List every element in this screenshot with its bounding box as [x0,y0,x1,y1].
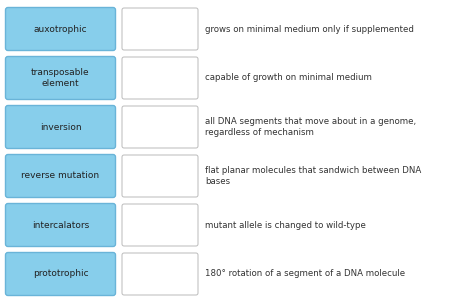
Text: reverse mutation: reverse mutation [21,172,100,181]
Text: transposable
element: transposable element [31,68,90,88]
Text: mutant allele is changed to wild-type: mutant allele is changed to wild-type [205,220,366,230]
FancyBboxPatch shape [6,252,116,296]
Text: flat planar molecules that sandwich between DNA
bases: flat planar molecules that sandwich betw… [205,165,421,186]
FancyBboxPatch shape [122,155,198,197]
FancyBboxPatch shape [6,7,116,50]
FancyBboxPatch shape [122,57,198,99]
Text: grows on minimal medium only if supplemented: grows on minimal medium only if suppleme… [205,25,414,33]
Text: prototrophic: prototrophic [33,270,88,278]
Text: capable of growth on minimal medium: capable of growth on minimal medium [205,73,372,83]
FancyBboxPatch shape [6,56,116,99]
Text: all DNA segments that move about in a genome,
regardless of mechanism: all DNA segments that move about in a ge… [205,117,416,138]
FancyBboxPatch shape [122,253,198,295]
FancyBboxPatch shape [122,204,198,246]
FancyBboxPatch shape [122,106,198,148]
FancyBboxPatch shape [122,8,198,50]
Text: auxotrophic: auxotrophic [34,25,87,33]
FancyBboxPatch shape [6,204,116,247]
FancyBboxPatch shape [6,154,116,197]
Text: intercalators: intercalators [32,220,89,230]
FancyBboxPatch shape [6,106,116,149]
Text: 180° rotation of a segment of a DNA molecule: 180° rotation of a segment of a DNA mole… [205,270,405,278]
Text: inversion: inversion [40,122,82,131]
